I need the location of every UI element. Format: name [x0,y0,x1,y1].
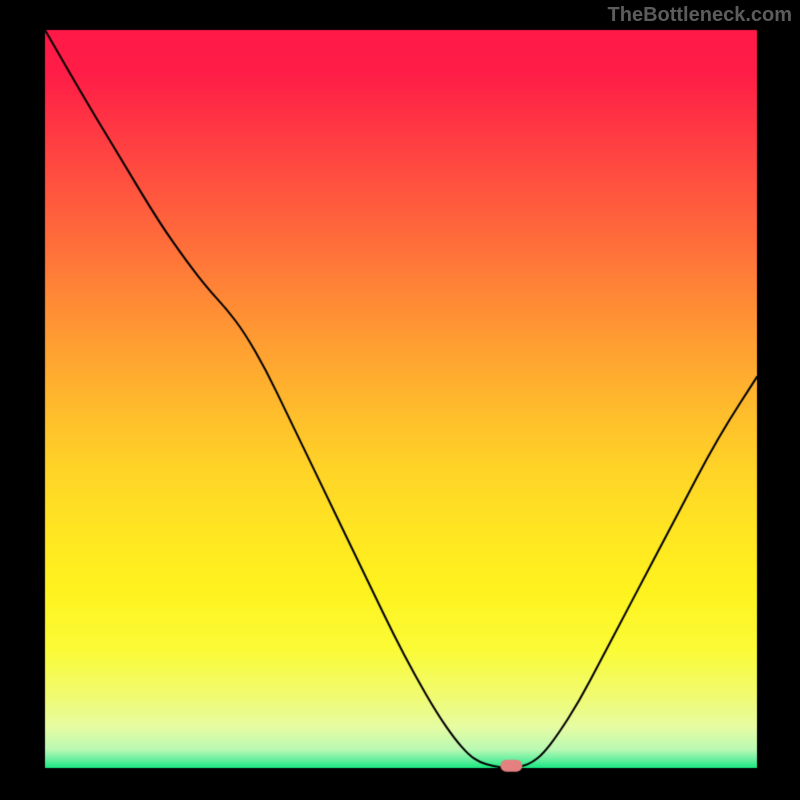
bottleneck-chart-canvas [0,0,800,800]
chart-stage: TheBottleneck.com [0,0,800,800]
